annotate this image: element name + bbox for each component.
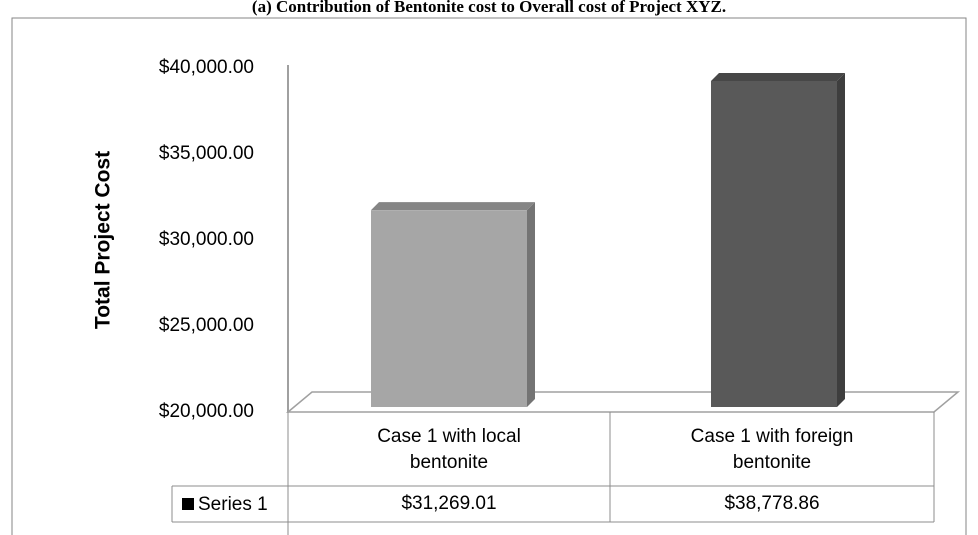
category-label: Case 1 with local bentonite xyxy=(377,426,521,473)
category-label: Case 1 with foreign bentonite xyxy=(690,426,854,473)
bar-face xyxy=(837,73,845,408)
y-tick-label: $25,000.00 xyxy=(159,315,254,336)
bar xyxy=(371,202,535,407)
bar-face xyxy=(371,210,527,407)
bar-face xyxy=(711,81,837,408)
chart-title: (a) Contribution of Bentonite cost to Ov… xyxy=(252,0,726,16)
data-table-value: $38,778.86 xyxy=(724,493,820,514)
data-table-value: $31,269.01 xyxy=(401,493,497,514)
y-tick-label: $40,000.00 xyxy=(159,57,254,78)
bar-face xyxy=(527,202,535,407)
y-axis-label: Total Project Cost xyxy=(92,151,115,329)
y-tick-label: $35,000.00 xyxy=(159,143,254,164)
y-tick-label: $20,000.00 xyxy=(159,401,254,422)
legend-label: Series 1 xyxy=(198,494,268,515)
bar xyxy=(711,73,845,408)
y-tick-label: $30,000.00 xyxy=(159,229,254,250)
legend-key xyxy=(182,498,194,510)
bar-face xyxy=(371,202,535,211)
bar-face xyxy=(711,73,845,82)
chart-border xyxy=(11,17,967,535)
